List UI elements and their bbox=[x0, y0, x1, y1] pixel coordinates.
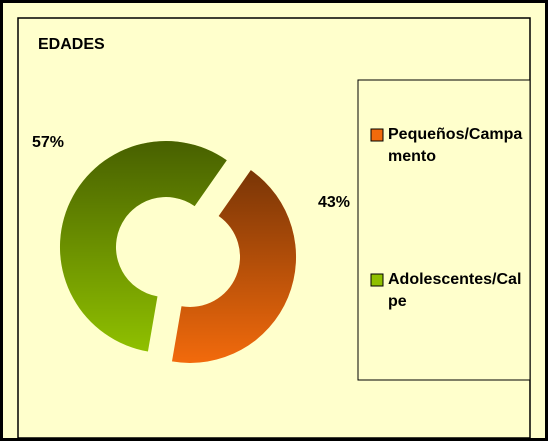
data-label: 57% bbox=[32, 134, 64, 151]
slice-shade bbox=[171, 170, 297, 363]
legend-label: Adolescentes/Calpe bbox=[388, 271, 522, 310]
slice-shade bbox=[59, 141, 227, 352]
legend-swatch bbox=[370, 128, 384, 142]
legend-box bbox=[357, 79, 531, 381]
legend-label: Pequeños/Campamento bbox=[388, 126, 523, 165]
data-label: 43% bbox=[318, 194, 350, 211]
legend-swatch bbox=[370, 273, 384, 287]
chart-title: EDADES bbox=[38, 36, 105, 53]
